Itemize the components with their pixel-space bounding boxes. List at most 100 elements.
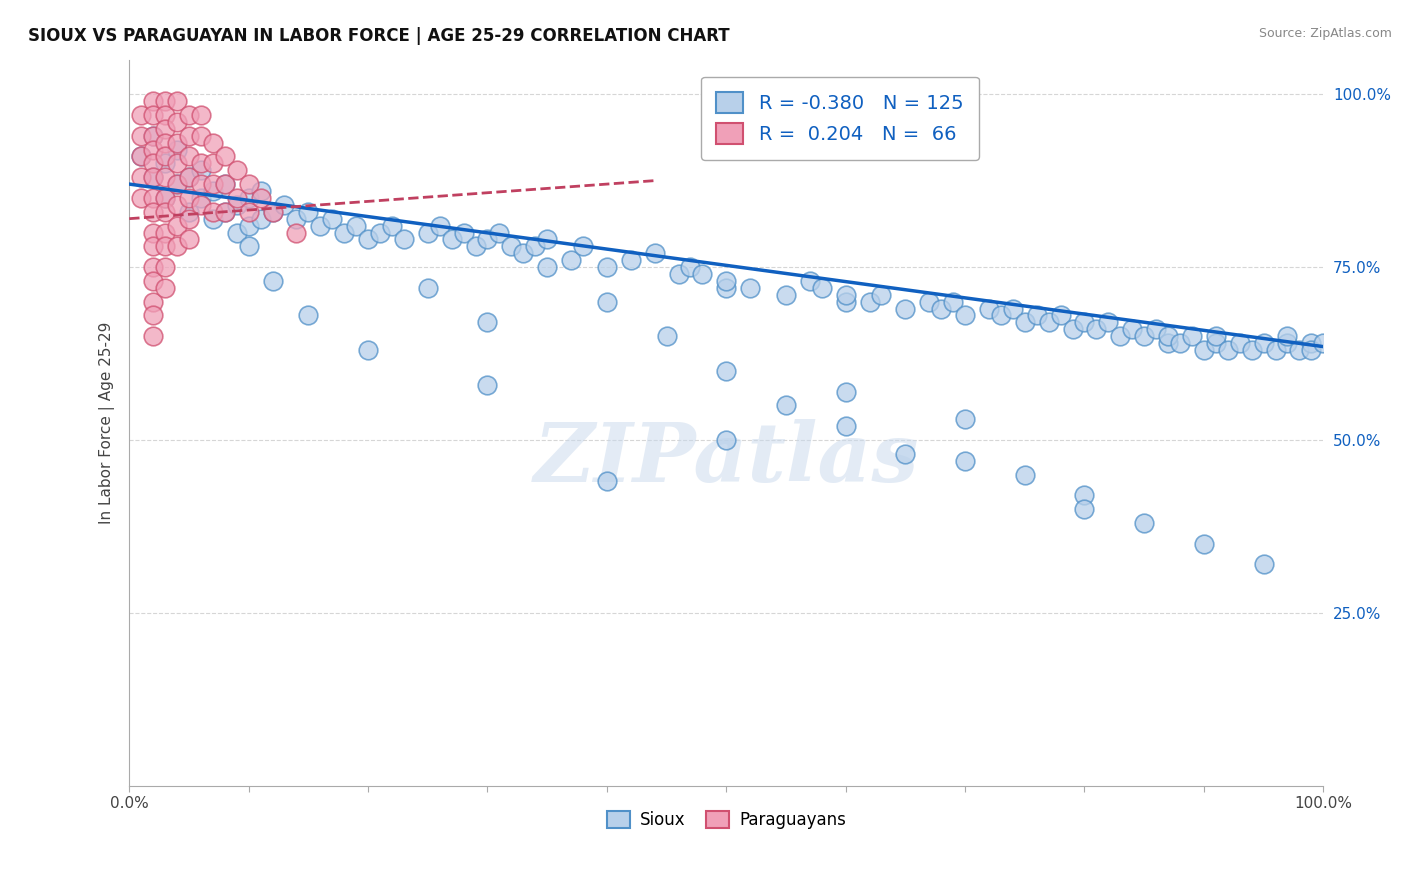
Point: [153, 260, 176, 274]
Point: [1277, 336, 1299, 351]
Point: [572, 239, 595, 253]
Text: SIOUX VS PARAGUAYAN IN LABOR FORCE | AGE 25-29 CORRELATION CHART: SIOUX VS PARAGUAYAN IN LABOR FORCE | AGE…: [28, 27, 730, 45]
Point: [440, 232, 463, 246]
Point: [153, 170, 176, 185]
Point: [1062, 322, 1084, 336]
Point: [142, 294, 165, 309]
Point: [153, 281, 176, 295]
Point: [153, 121, 176, 136]
Point: [142, 309, 165, 323]
Point: [799, 274, 821, 288]
Point: [238, 177, 260, 191]
Point: [321, 211, 343, 226]
Point: [858, 294, 880, 309]
Point: [142, 143, 165, 157]
Point: [477, 377, 499, 392]
Point: [716, 433, 738, 447]
Point: [238, 239, 260, 253]
Point: [201, 136, 224, 150]
Point: [142, 191, 165, 205]
Point: [177, 170, 200, 185]
Legend: Sioux, Paraguayans: Sioux, Paraguayans: [600, 804, 852, 836]
Point: [166, 219, 188, 233]
Point: [201, 184, 224, 198]
Point: [740, 281, 762, 295]
Point: [153, 156, 176, 170]
Point: [870, 287, 893, 301]
Point: [1144, 322, 1167, 336]
Point: [1097, 315, 1119, 329]
Point: [1014, 467, 1036, 482]
Point: [1253, 558, 1275, 572]
Point: [142, 128, 165, 143]
Point: [536, 232, 558, 246]
Point: [953, 412, 976, 426]
Point: [1133, 329, 1156, 343]
Point: [177, 204, 200, 219]
Point: [368, 226, 391, 240]
Point: [142, 274, 165, 288]
Point: [214, 177, 236, 191]
Point: [285, 211, 308, 226]
Point: [297, 204, 319, 219]
Point: [512, 246, 534, 260]
Point: [249, 211, 271, 226]
Point: [201, 204, 224, 219]
Point: [201, 156, 224, 170]
Point: [596, 294, 619, 309]
Point: [392, 232, 415, 246]
Point: [1001, 301, 1024, 316]
Point: [716, 274, 738, 288]
Point: [357, 343, 380, 357]
Point: [273, 198, 295, 212]
Point: [166, 143, 188, 157]
Point: [142, 239, 165, 253]
Point: [166, 156, 188, 170]
Point: [166, 177, 188, 191]
Point: [201, 211, 224, 226]
Point: [464, 239, 486, 253]
Point: [477, 315, 499, 329]
Point: [333, 226, 356, 240]
Point: [190, 156, 212, 170]
Point: [834, 287, 856, 301]
Point: [655, 329, 678, 343]
Point: [142, 170, 165, 185]
Point: [142, 108, 165, 122]
Point: [238, 204, 260, 219]
Point: [129, 149, 152, 163]
Point: [1038, 315, 1060, 329]
Point: [953, 454, 976, 468]
Point: [929, 301, 952, 316]
Point: [153, 204, 176, 219]
Point: [834, 294, 856, 309]
Text: Source: ZipAtlas.com: Source: ZipAtlas.com: [1258, 27, 1392, 40]
Y-axis label: In Labor Force | Age 25-29: In Labor Force | Age 25-29: [100, 321, 115, 524]
Point: [177, 191, 200, 205]
Point: [894, 447, 917, 461]
Point: [142, 260, 165, 274]
Point: [1301, 336, 1323, 351]
Point: [894, 301, 917, 316]
Point: [1216, 343, 1239, 357]
Point: [1133, 516, 1156, 530]
Point: [262, 274, 284, 288]
Point: [166, 136, 188, 150]
Point: [177, 232, 200, 246]
Point: [297, 309, 319, 323]
Point: [238, 219, 260, 233]
Point: [177, 170, 200, 185]
Point: [190, 191, 212, 205]
Point: [668, 267, 690, 281]
Point: [190, 177, 212, 191]
Point: [1277, 329, 1299, 343]
Point: [129, 191, 152, 205]
Point: [477, 232, 499, 246]
Point: [214, 204, 236, 219]
Point: [501, 239, 523, 253]
Point: [190, 108, 212, 122]
Point: [524, 239, 547, 253]
Point: [942, 294, 965, 309]
Point: [596, 260, 619, 274]
Point: [129, 108, 152, 122]
